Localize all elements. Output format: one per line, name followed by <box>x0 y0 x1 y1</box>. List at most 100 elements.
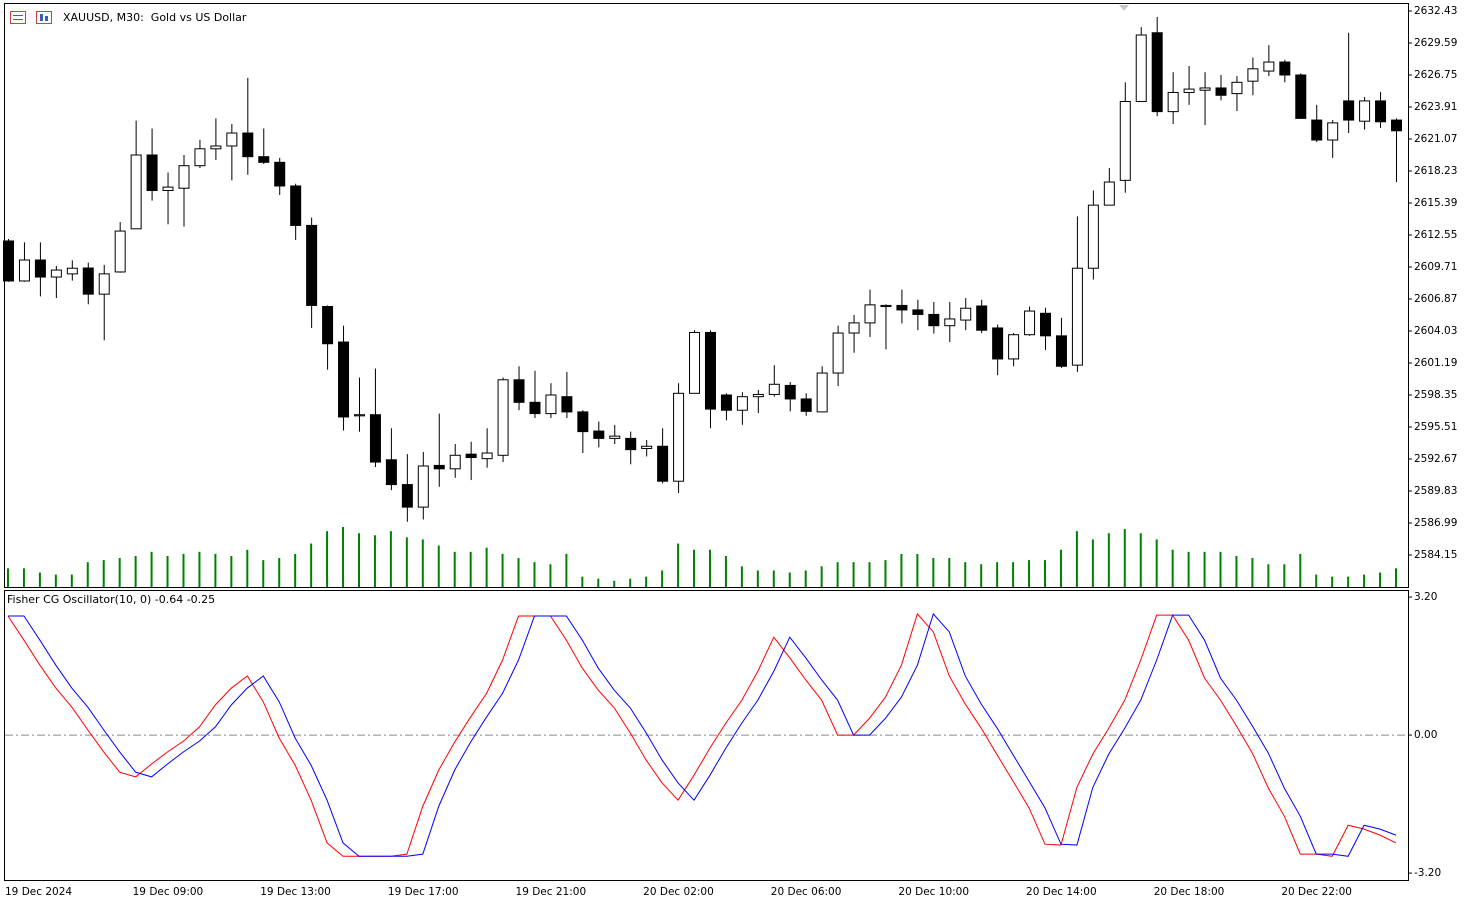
y-tick-label: 2609.71 <box>1414 261 1457 273</box>
y-tick-label: 2629.59 <box>1414 37 1457 49</box>
candle-body <box>832 332 844 374</box>
chart-title: XAUUSD, M30: Gold vs US Dollar <box>63 11 247 24</box>
candle-body <box>1199 87 1211 91</box>
icon <box>10 11 26 24</box>
y-tick-label: 2598.35 <box>1414 389 1457 401</box>
candle-body <box>1103 181 1115 206</box>
candle-body <box>481 452 493 460</box>
candle-body <box>114 230 126 273</box>
candle-body <box>194 148 206 167</box>
candle-body <box>513 379 525 403</box>
candle-body <box>226 132 238 147</box>
y-tick-label: 2618.23 <box>1414 165 1457 177</box>
symbol-icons <box>10 11 52 24</box>
candle-body <box>1359 100 1371 122</box>
indicator-title: Fisher CG Oscillator(10, 0) -0.64 -0.25 <box>7 593 215 606</box>
y-tick-label: 2589.83 <box>1414 485 1457 497</box>
candle-body <box>178 165 190 189</box>
candle-body <box>976 305 988 331</box>
candle-body <box>1135 34 1147 102</box>
candle-body <box>1040 312 1052 337</box>
candle-body <box>704 331 716 410</box>
candle-body <box>258 156 270 163</box>
icon <box>40 14 43 21</box>
y-tick-label: 2615.39 <box>1414 197 1457 209</box>
candle-body <box>338 341 350 418</box>
x-tick-label: 19 Dec 2024 <box>5 886 72 898</box>
shift-marker <box>1119 5 1129 11</box>
candle-body <box>545 394 557 415</box>
candle-body <box>1247 68 1259 82</box>
indicator-panel: 3.20 0.00 -3.20 <box>5 591 1441 879</box>
candle-body <box>433 464 445 470</box>
candle-body <box>1390 119 1402 132</box>
candle-body <box>1071 267 1083 366</box>
candle-body <box>34 259 46 278</box>
candle-body <box>66 267 78 275</box>
candle-body <box>401 484 413 508</box>
candle-body <box>130 154 142 230</box>
candle-body <box>848 322 860 334</box>
y-tick-label: 2604.03 <box>1414 325 1457 337</box>
candle-body <box>816 372 828 413</box>
candle-body <box>1295 74 1307 119</box>
candle-body <box>896 304 908 311</box>
candle-body <box>1215 87 1227 96</box>
x-tick-label: 20 Dec 02:00 <box>643 886 714 898</box>
candle-body <box>353 414 365 417</box>
candle-body <box>1119 100 1131 181</box>
y-tick-label: 3.20 <box>1414 591 1437 603</box>
candle-body <box>561 396 573 413</box>
candle-body <box>1279 61 1291 76</box>
candle-body <box>290 185 302 226</box>
candle-body <box>641 445 653 450</box>
candle-body <box>736 396 748 411</box>
candle-body <box>3 240 14 282</box>
y-tick-label: 0.00 <box>1414 729 1437 741</box>
candle-body <box>1183 88 1195 93</box>
candle-body <box>146 154 158 191</box>
candle-body <box>912 309 924 315</box>
y-tick-label: 2601.19 <box>1414 357 1457 369</box>
candle-body <box>689 331 701 394</box>
candle-body <box>1231 81 1243 95</box>
main-panel: 2632.43 2629.59 2626.75 2623.91 2621.07 2618.… <box>3 5 1457 587</box>
y-tick-label: 2626.75 <box>1414 69 1457 81</box>
candle-body <box>1327 122 1339 141</box>
y-tick-label: 2584.15 <box>1414 549 1457 561</box>
y-tick-label: -3.20 <box>1414 867 1441 879</box>
candle-body <box>944 318 956 327</box>
x-tick-label: 20 Dec 14:00 <box>1026 886 1097 898</box>
y-tick-label: 2623.91 <box>1414 101 1457 113</box>
candle-body <box>1055 335 1067 367</box>
y-tick-label: 2595.51 <box>1414 421 1457 433</box>
candle-body <box>752 393 764 398</box>
candle-body <box>1375 100 1387 123</box>
candle-body <box>50 269 62 278</box>
x-tick-label: 19 Dec 13:00 <box>260 886 331 898</box>
candle-body <box>417 465 429 508</box>
candle-body <box>18 259 30 282</box>
candle-body <box>322 306 334 345</box>
candle-body <box>1263 61 1275 72</box>
y-tick-label: 2592.67 <box>1414 453 1457 465</box>
x-tick-label: 20 Dec 22:00 <box>1281 886 1352 898</box>
x-tick-label: 19 Dec 21:00 <box>516 886 587 898</box>
candle-body <box>210 145 222 150</box>
x-tick-label: 20 Dec 10:00 <box>898 886 969 898</box>
candle-body <box>577 411 589 433</box>
candle-body <box>1008 334 1020 360</box>
x-tick-label: 20 Dec 18:00 <box>1154 886 1225 898</box>
candle-body <box>609 435 621 439</box>
y-tick-label: 2606.87 <box>1414 293 1457 305</box>
candle-body <box>529 401 541 415</box>
candle-body <box>800 398 812 412</box>
candle-body <box>98 273 110 295</box>
oscillator-line <box>7 612 1397 857</box>
y-tick-label: 2612.55 <box>1414 229 1457 241</box>
y-tick-label: 2586.99 <box>1414 517 1457 529</box>
candle-body <box>1343 100 1355 121</box>
candle-body <box>992 327 1004 360</box>
candle-body <box>784 384 796 400</box>
candle-body <box>657 445 669 482</box>
